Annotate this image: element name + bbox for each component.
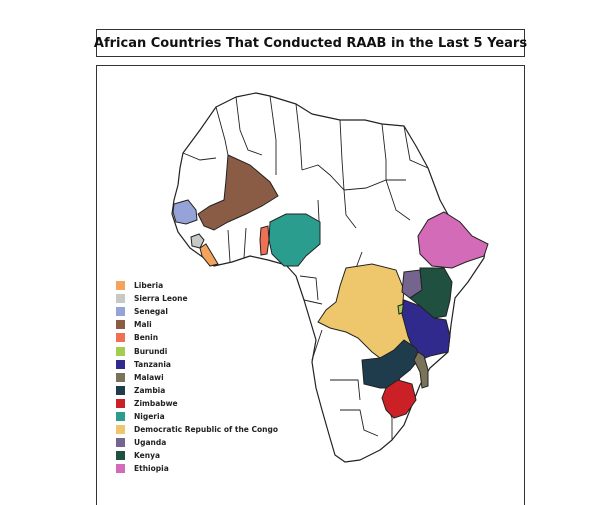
legend-label: Democratic Republic of the Congo — [134, 425, 279, 435]
legend-label: Sierra Leone — [134, 294, 188, 304]
legend-swatch — [116, 333, 125, 343]
legend-item: Tanzania — [116, 358, 278, 371]
legend-label: Nigeria — [134, 411, 165, 421]
legend-item: Democratic Republic of the Congo — [116, 423, 278, 436]
country-zimbabwe — [381, 379, 417, 419]
legend-item: Kenya — [116, 449, 278, 462]
legend-swatch — [116, 281, 125, 291]
legend-swatch — [116, 372, 125, 382]
legend-swatch — [116, 359, 125, 369]
legend-item: Liberia — [116, 279, 278, 292]
legend-item: Mali — [116, 318, 278, 331]
country-malawi — [413, 351, 429, 389]
country-kenya — [409, 267, 453, 319]
legend-label: Senegal — [134, 307, 168, 317]
legend-item: Zambia — [116, 384, 278, 397]
legend: Liberia Sierra Leone Senegal Mali Benin Burun… — [116, 279, 278, 475]
legend-item: Ethiopia — [116, 462, 278, 475]
legend-label: Uganda — [134, 438, 167, 448]
legend-label: Liberia — [134, 281, 164, 291]
legend-swatch — [116, 385, 125, 395]
legend-label: Zambia — [134, 385, 166, 395]
legend-label: Zimbabwe — [134, 398, 178, 408]
legend-swatch — [116, 320, 125, 330]
legend-swatch — [116, 425, 125, 435]
country-zambia — [361, 339, 421, 389]
legend-swatch — [116, 438, 125, 448]
legend-item: Benin — [116, 331, 278, 344]
legend-swatch — [116, 346, 125, 356]
country-mali — [197, 154, 279, 231]
map-title: African Countries That Conducted RAAB in… — [93, 35, 528, 51]
legend-item: Zimbabwe — [116, 397, 278, 410]
legend-label: Benin — [134, 333, 159, 343]
country-liberia — [199, 243, 219, 267]
legend-item: Uganda — [116, 436, 278, 449]
legend-swatch — [116, 398, 125, 408]
legend-label: Kenya — [134, 451, 161, 461]
legend-item: Sierra Leone — [116, 292, 278, 305]
legend-item: Senegal — [116, 305, 278, 318]
legend-swatch — [116, 451, 125, 461]
legend-swatch — [116, 464, 125, 474]
legend-item: Burundi — [116, 344, 278, 357]
legend-swatch — [116, 411, 125, 421]
map-title-box: African Countries That Conducted RAAB in… — [93, 29, 528, 57]
legend-swatch — [116, 307, 125, 317]
legend-label: Ethiopia — [134, 464, 169, 474]
legend-label: Malawi — [134, 372, 164, 382]
country-ethiopia — [417, 211, 489, 269]
legend-label: Burundi — [134, 346, 168, 356]
country-nigeria — [268, 213, 321, 267]
legend-label: Mali — [134, 320, 152, 330]
country-benin — [259, 225, 270, 256]
legend-item: Nigeria — [116, 410, 278, 423]
country-tanzania — [401, 299, 451, 361]
legend-item: Malawi — [116, 371, 278, 384]
country-senegal — [172, 199, 198, 225]
country-sierra-leone — [190, 233, 205, 249]
legend-label: Tanzania — [134, 359, 171, 369]
legend-swatch — [116, 294, 125, 304]
